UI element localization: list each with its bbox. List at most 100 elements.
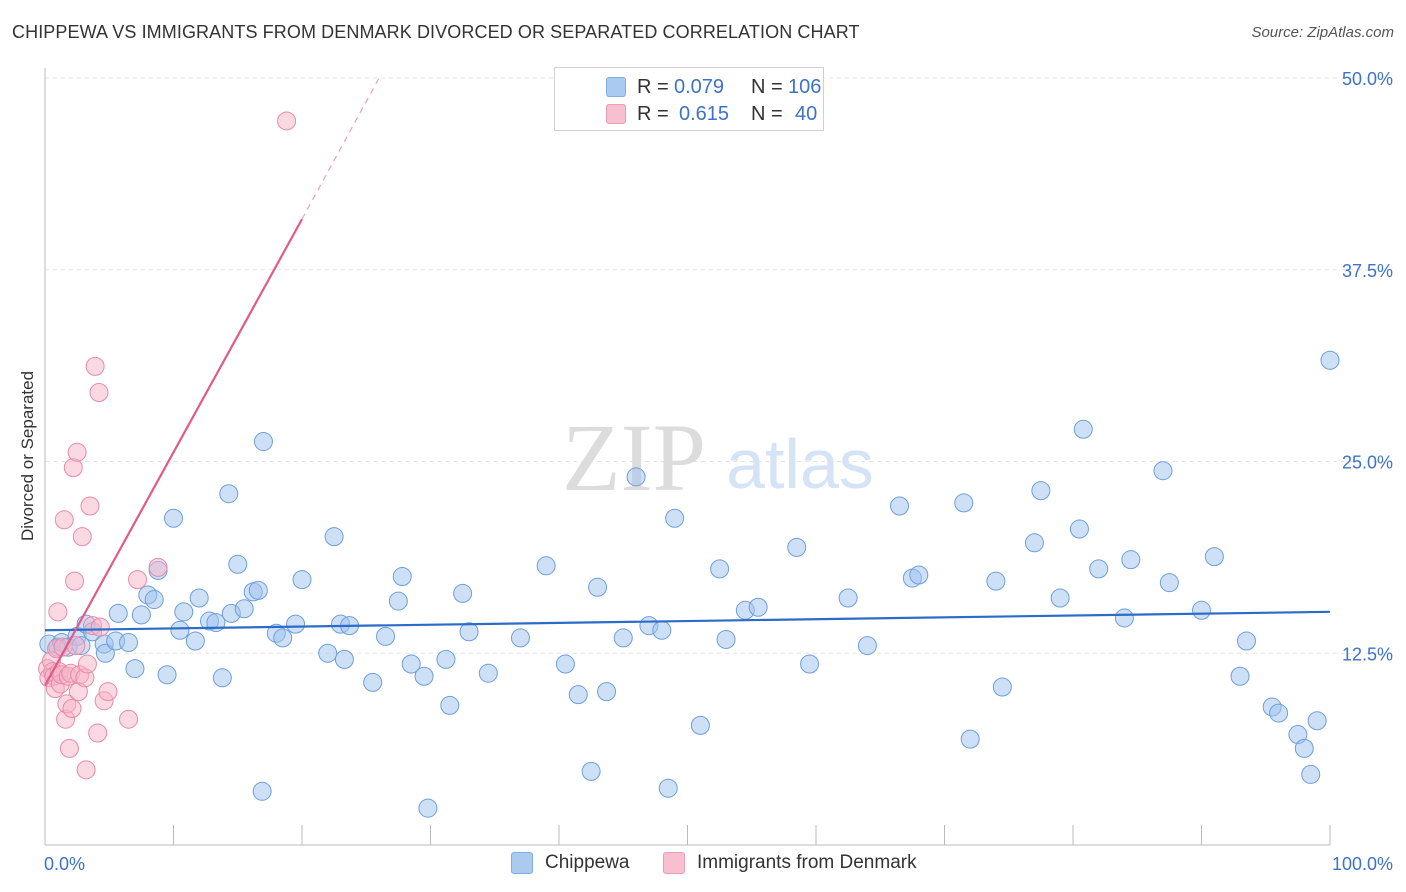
chippewa-point (1121, 550, 1141, 570)
x-tick-label: 100.0% (1332, 854, 1393, 874)
chippewa-point (273, 628, 293, 648)
chippewa-point (119, 633, 139, 653)
legend-n-value: 40 (795, 102, 818, 125)
chippewa-point (960, 729, 980, 749)
denmark-point (76, 760, 96, 780)
axes (44, 68, 1331, 846)
chippewa-point (324, 527, 344, 547)
chippewa-point (1320, 350, 1340, 370)
tick-labels: 12.5% 25.0% 37.5% 50.0% 0.0% 100.0% (44, 69, 1393, 874)
trend-lines (44, 77, 1331, 686)
chippewa-point (1192, 600, 1211, 620)
chippewa-point (376, 626, 396, 646)
chippewa-point (992, 677, 1012, 697)
gridlines (45, 77, 1392, 654)
chippewa-point (1159, 573, 1179, 593)
denmark-point (77, 654, 97, 674)
legend-swatch-denmark (663, 852, 685, 874)
chippewa-point (1294, 738, 1314, 758)
y-tick-label: 12.5% (1342, 644, 1393, 664)
chippewa-point (857, 636, 877, 656)
chippewa-point (144, 590, 164, 610)
chippewa-point (363, 672, 383, 692)
chippewa-point (652, 620, 672, 640)
denmark-point (72, 527, 92, 547)
chippewa-point (986, 571, 1006, 591)
chippewa-point (440, 695, 460, 715)
chippewa-point (1050, 588, 1070, 608)
denmark-point (277, 111, 297, 131)
chippewa-point (219, 484, 239, 504)
chippewa-point (1073, 419, 1093, 439)
chippewa-point (334, 649, 354, 669)
chippewa-point (613, 628, 633, 648)
denmark-point (89, 382, 109, 402)
legend-swatch-denmark (606, 104, 626, 124)
chippewa-point (418, 798, 438, 818)
chippewa-point (909, 565, 929, 585)
denmark-trend-line (44, 218, 303, 686)
chippewa-point (170, 620, 190, 640)
chippewa-point (164, 508, 183, 528)
chippewa-point (253, 432, 273, 452)
chippewa-point (536, 556, 556, 576)
chippewa-point (1204, 547, 1224, 567)
denmark-points (38, 111, 297, 780)
chippewa-point (954, 493, 974, 513)
chippewa-point (658, 778, 678, 798)
watermark-zip: ZIP (562, 404, 706, 511)
chippewa-point (1089, 559, 1109, 579)
chippewa-point (388, 591, 408, 611)
x-tick-label: 0.0% (44, 854, 85, 874)
legend-r-label: R = (637, 102, 669, 125)
chippewa-point (597, 682, 617, 702)
denmark-point (59, 738, 79, 758)
chippewa-point (1307, 711, 1327, 731)
chippewa-point (800, 654, 820, 674)
denmark-point (148, 557, 168, 577)
chippewa-point (1301, 764, 1321, 784)
legend-item-denmark[interactable]: Immigrants from Denmark (663, 852, 917, 874)
chippewa-point (174, 602, 194, 622)
chippewa-point (1069, 519, 1089, 539)
denmark-point (128, 570, 148, 590)
chippewa-point (665, 508, 685, 528)
denmark-point (65, 571, 85, 591)
chippewa-point (248, 580, 268, 600)
chippewa-point (108, 603, 128, 623)
legend-r-value: 0.079 (674, 75, 725, 98)
legend-label-chippewa: Chippewa (545, 852, 630, 873)
chippewa-point (95, 643, 115, 663)
chippewa-point (414, 666, 434, 686)
denmark-point (119, 709, 139, 729)
chippewa-point (1269, 703, 1289, 723)
chippewa-point (581, 761, 601, 781)
chippewa-point (510, 628, 530, 648)
chippewa-point (392, 567, 412, 587)
chippewa-point (131, 605, 151, 625)
chippewa-point (185, 631, 205, 651)
chippewa-point (787, 537, 807, 557)
chippewa-point (436, 649, 456, 669)
legend-n-label: N = (751, 75, 783, 98)
denmark-point (90, 617, 110, 637)
chippewa-point (252, 781, 272, 801)
chippewa-point (838, 588, 858, 608)
legend-item-chippewa[interactable]: Chippewa (511, 852, 630, 874)
chippewa-point (1114, 608, 1134, 628)
legend-label-denmark: Immigrants from Denmark (697, 852, 917, 873)
chippewa-point (568, 685, 588, 705)
chippewa-point (626, 467, 646, 487)
denmark-point (98, 682, 118, 702)
chippewa-point (1230, 666, 1250, 686)
chippewa-point (748, 597, 768, 617)
legend-r-value: 0.615 (679, 102, 730, 125)
chippewa-point (212, 668, 232, 688)
watermark: ZIP atlas (562, 404, 874, 511)
chippewa-point (189, 588, 209, 608)
y-tick-label: 50.0% (1342, 69, 1393, 89)
chippewa-point (157, 665, 177, 685)
denmark-point (48, 602, 68, 622)
denmark-trend-extension (301, 77, 380, 220)
